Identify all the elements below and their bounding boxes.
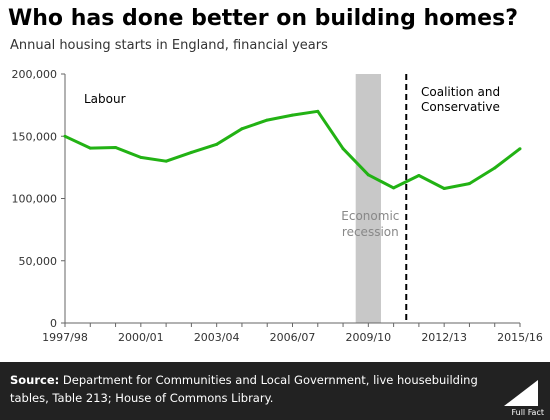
data-point: [366, 173, 370, 177]
data-point: [240, 127, 244, 131]
y-tick-label: 50,000: [19, 255, 58, 268]
x-tick-label: 2003/04: [194, 331, 240, 344]
data-point: [493, 166, 497, 170]
source-text: Department for Communities and Local Gov…: [10, 373, 478, 405]
data-point: [316, 109, 320, 113]
data-point: [265, 118, 269, 122]
labour-annotation: Labour: [84, 92, 126, 106]
recession-band: [355, 74, 381, 323]
coalition-annotation: Conservative: [421, 100, 500, 114]
data-point: [88, 146, 92, 150]
x-tick-label: 2015/16: [497, 331, 543, 344]
housing-starts-chart: 0 50,000 100,000 150,000 200,000 1997/98 2000/…: [12, 68, 543, 344]
housing-starts-line: [64, 109, 521, 190]
x-tick-label: 2006/07: [270, 331, 316, 344]
data-point: [467, 182, 471, 186]
full-fact-logo-icon: [504, 380, 538, 406]
y-tick-label: 100,000: [12, 193, 58, 206]
y-tick-label: 0: [50, 317, 57, 330]
recession-label: Economic: [341, 209, 399, 223]
data-point: [164, 159, 168, 163]
x-tick-label: 2000/01: [118, 331, 164, 344]
data-point: [341, 147, 345, 151]
data-point: [291, 113, 294, 117]
recession-label: recession: [342, 225, 399, 239]
data-point: [417, 173, 421, 177]
x-tick-label: 2012/13: [421, 331, 467, 344]
x-tick-label: 2009/10: [345, 331, 391, 344]
data-point: [139, 155, 143, 159]
source-label: Source:: [10, 373, 60, 387]
data-point: [392, 186, 396, 190]
x-tick-label: 1997/98: [42, 331, 88, 344]
y-tick-label: 200,000: [12, 68, 58, 81]
data-point: [189, 150, 193, 154]
data-point: [63, 134, 67, 138]
data-point: [442, 187, 446, 191]
source-footer: Source: Department for Communities and L…: [0, 362, 550, 420]
chart-title: Who has done better on building homes?: [8, 6, 518, 31]
coalition-annotation: Coalition and: [421, 85, 500, 99]
data-point: [114, 145, 118, 149]
data-point: [215, 142, 219, 146]
logo-text: Full Fact: [511, 408, 544, 417]
chart-subtitle: Annual housing starts in England, financ…: [10, 38, 328, 53]
y-tick-label: 150,000: [12, 130, 58, 143]
data-point: [518, 147, 522, 151]
source-note: Source: Department for Communities and L…: [10, 371, 480, 407]
